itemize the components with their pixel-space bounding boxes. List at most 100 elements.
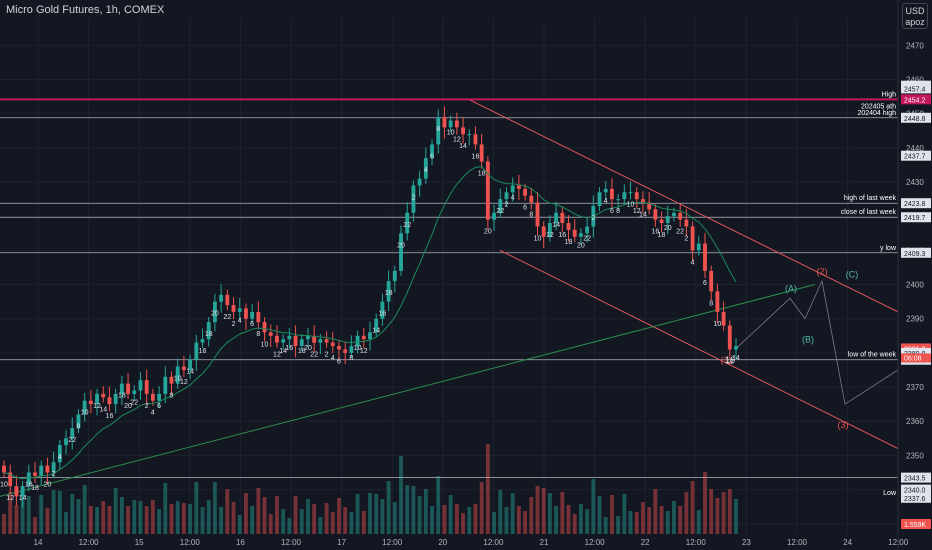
price-tag: 2337.6 bbox=[904, 496, 926, 503]
candle-body bbox=[33, 472, 37, 476]
volume-bar bbox=[88, 506, 93, 534]
candle-body bbox=[603, 188, 608, 193]
candle-body bbox=[504, 192, 509, 200]
counter-label: 20 bbox=[124, 403, 132, 410]
candle-body bbox=[188, 359, 193, 370]
volume-bar bbox=[8, 492, 13, 534]
volume-bar bbox=[355, 494, 360, 534]
candle-body bbox=[200, 339, 205, 343]
candle-body bbox=[734, 346, 738, 350]
volume-bar bbox=[330, 512, 335, 534]
volume-bar bbox=[585, 509, 590, 534]
counter-label: 12 bbox=[453, 136, 461, 143]
volume-bar bbox=[554, 506, 559, 534]
counter-label: 14 bbox=[732, 355, 740, 362]
price-tag: 2423.8 bbox=[904, 201, 926, 208]
volume-bar bbox=[361, 511, 366, 534]
candle-body bbox=[231, 305, 236, 312]
price-level-label: Low bbox=[883, 490, 897, 497]
currency-selector[interactable]: USD apoz bbox=[902, 3, 928, 29]
counter-label: 10 bbox=[713, 321, 721, 328]
candle-body bbox=[622, 192, 627, 200]
volume-bar bbox=[572, 514, 577, 534]
volume-bar bbox=[659, 506, 664, 534]
counter-label: 12 bbox=[6, 495, 14, 502]
price-tag-bg bbox=[901, 247, 931, 258]
counter-label: 14 bbox=[372, 328, 380, 335]
volume-bar bbox=[454, 504, 459, 534]
volume-bar bbox=[492, 512, 496, 534]
price-tag-bg bbox=[901, 112, 931, 123]
counter-label: 22 bbox=[310, 352, 318, 359]
candle-body bbox=[386, 281, 391, 302]
volume-bar bbox=[237, 515, 242, 534]
candle-body bbox=[219, 294, 224, 302]
counter-label: 6 bbox=[610, 208, 614, 215]
counter-label: 10 bbox=[0, 481, 8, 488]
volume-bar bbox=[337, 498, 341, 534]
price-tag: 2437.7 bbox=[904, 154, 926, 161]
volume-bar bbox=[318, 517, 323, 534]
counter-label: 20 bbox=[397, 242, 405, 249]
candle-body bbox=[597, 192, 602, 206]
drawing-channel[interactable] bbox=[0, 99, 899, 497]
price-level-label: y low bbox=[880, 245, 897, 252]
volume-bar bbox=[634, 512, 639, 534]
candle-body bbox=[461, 127, 465, 135]
trend-line bbox=[0, 284, 816, 497]
volume-bar bbox=[175, 501, 180, 534]
candle-body bbox=[572, 229, 577, 237]
time-tick-label: 21 bbox=[540, 538, 549, 547]
counter-label: 16 bbox=[651, 229, 659, 236]
price-tag-bg bbox=[901, 212, 931, 223]
volume-bar bbox=[157, 509, 162, 534]
volume-bar bbox=[560, 492, 565, 534]
volume-bar bbox=[529, 497, 534, 534]
counter-label: 12 bbox=[93, 403, 101, 410]
counter-label: 6 bbox=[703, 280, 707, 287]
counter-label: 4 bbox=[424, 167, 428, 174]
candle-body bbox=[101, 393, 106, 398]
price-tag-bg bbox=[901, 472, 931, 483]
volume-bar bbox=[597, 496, 602, 534]
candle-body bbox=[616, 199, 621, 201]
candle-body bbox=[485, 161, 490, 220]
volume-bar bbox=[541, 488, 546, 534]
candle-body bbox=[281, 339, 286, 343]
counter-label: 20 bbox=[577, 242, 585, 249]
candle-body bbox=[144, 380, 149, 394]
counter-label: 2 bbox=[684, 235, 688, 242]
candle-body bbox=[467, 134, 472, 136]
candle-body bbox=[237, 308, 242, 312]
volume-bar bbox=[194, 482, 199, 534]
candle-body bbox=[51, 462, 56, 473]
time-axis[interactable]: 14 12:00 15 12:00 16 12:00 17 12:00 20 12:00 21 12:… bbox=[34, 538, 909, 547]
price-axis[interactable]: 2330234023502360237023802390240024102420… bbox=[897, 0, 931, 550]
counter-label: 4 bbox=[511, 194, 515, 201]
candle-body bbox=[244, 308, 248, 319]
volume-bar bbox=[392, 502, 397, 534]
candle-body bbox=[430, 144, 434, 159]
volume-bar bbox=[126, 506, 130, 534]
wave-label: 16 bbox=[725, 355, 735, 365]
counter-label: 10 bbox=[261, 341, 269, 348]
counter-label: 6 bbox=[157, 403, 161, 410]
candle-body bbox=[57, 445, 62, 463]
volume-bar bbox=[727, 489, 732, 534]
counter-label: 10 bbox=[174, 376, 182, 383]
volume-bar bbox=[622, 494, 627, 534]
counter-label: 20 bbox=[211, 311, 219, 318]
candle-body bbox=[293, 335, 298, 347]
counter-label: 22 bbox=[223, 314, 231, 321]
volume-tag-bg bbox=[901, 519, 931, 529]
candle-body bbox=[727, 325, 732, 350]
volume-bar bbox=[498, 490, 503, 534]
counter-label: 8 bbox=[170, 393, 174, 400]
candle-body bbox=[392, 270, 397, 282]
candle-body bbox=[405, 212, 410, 234]
counter-label: 10 bbox=[81, 410, 89, 417]
counter-label: 18 bbox=[478, 171, 486, 178]
candle-body bbox=[275, 335, 279, 343]
volume-bar bbox=[14, 505, 19, 534]
